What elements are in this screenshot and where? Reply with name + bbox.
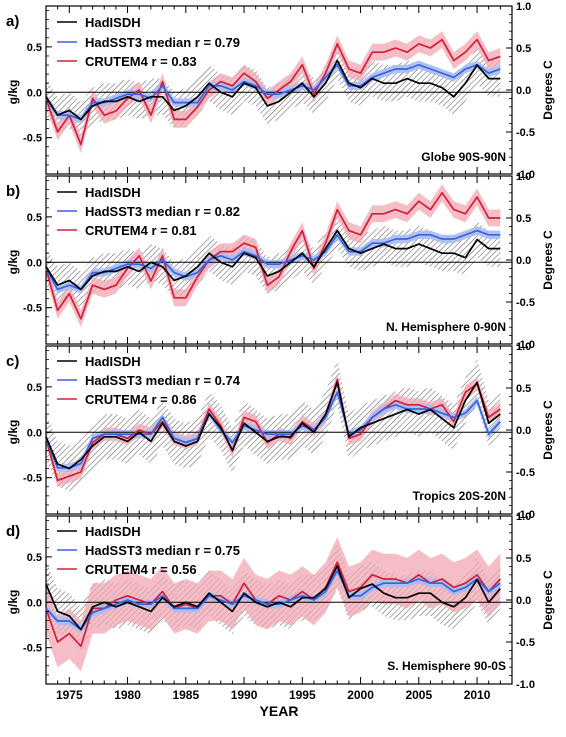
right-y-tick-label: -1.0 <box>516 339 535 351</box>
region-label: S. Hemisphere 90-0S <box>387 659 506 673</box>
right-y-tick-label: 0.5 <box>516 213 531 225</box>
series-line-hadsst3 <box>45 229 501 291</box>
right-y-tick-label: 0.5 <box>516 383 531 395</box>
right-axis-label: Degrees C <box>541 400 555 460</box>
right-y-tick-label: 0.5 <box>516 553 531 565</box>
left-y-tick-label: -0.5 <box>23 133 42 145</box>
left-y-tick-label: 0.0 <box>27 427 42 439</box>
legend: HadISDH HadSST3 median r = 0.75 CRUTEM4 … <box>57 524 240 577</box>
right-y-tick-label: 1.0 <box>516 511 531 523</box>
panel-label: d) <box>6 523 20 540</box>
x-tick-label: 2000 <box>347 688 374 702</box>
right-y-tick-label: -1.0 <box>516 169 535 181</box>
legend-label-hadisdh: HadISDH <box>85 15 141 30</box>
region-label: Globe 90S-90N <box>421 150 506 164</box>
series-line-crutem4 <box>45 561 501 648</box>
legend-label-hadsst3: HadSST3 median r = 0.75 <box>85 543 240 558</box>
x-tick-label: 2005 <box>405 688 432 702</box>
right-y-tick-label: 0.5 <box>516 43 531 55</box>
left-axis-label: g/kg <box>6 590 20 615</box>
right-y-tick-label: -0.5 <box>516 467 535 479</box>
right-y-tick-label: 0.0 <box>516 595 531 607</box>
panel-globe: -0.5 0.0 0.5 -1.0 -0.5 0.0 0.5 1.0 a) g/kg Degr… <box>6 1 555 181</box>
left-y-tick-label: 0.0 <box>27 257 42 269</box>
uncertainty-band-hadsst3 <box>46 388 501 472</box>
right-y-tick-label: -0.5 <box>516 637 535 649</box>
x-tick-label: 2010 <box>464 688 491 702</box>
series-line-hadisdh <box>45 59 501 121</box>
right-y-tick-label: -0.5 <box>516 127 535 139</box>
left-y-tick-label: 0.0 <box>27 87 42 99</box>
right-y-tick-label: 0.0 <box>516 85 531 97</box>
series-line-hadisdh <box>45 565 501 631</box>
right-y-tick-label: 0.0 <box>516 255 531 267</box>
left-y-tick-label: -0.5 <box>23 473 42 485</box>
x-tick-labels: 1975 1980 1985 1990 1995 2000 2005 2010 <box>56 688 491 702</box>
legend: HadISDH HadSST3 median r = 0.82 CRUTEM4 … <box>57 185 240 238</box>
legend-label-hadisdh: HadISDH <box>85 185 141 200</box>
legend-label-crutem4: CRUTEM4 r = 0.86 <box>85 392 197 407</box>
series-line-hadisdh <box>45 229 501 291</box>
series-line-hadsst3 <box>45 391 501 469</box>
x-tick-label: 1980 <box>114 688 141 702</box>
right-y-tick-label: -1.0 <box>516 679 535 691</box>
region-label: N. Hemisphere 0-90N <box>386 320 506 334</box>
left-y-tick-label: 0.5 <box>27 382 42 394</box>
legend-label-hadsst3: HadSST3 median r = 0.82 <box>85 204 240 219</box>
left-axis-label: g/kg <box>6 250 20 275</box>
legend-label-hadisdh: HadISDH <box>85 354 141 369</box>
right-y-tick-label: -1.0 <box>516 509 535 521</box>
legend-label-crutem4: CRUTEM4 r = 0.56 <box>85 562 197 577</box>
right-y-tick-label: -0.5 <box>516 297 535 309</box>
legend-label-crutem4: CRUTEM4 r = 0.83 <box>85 54 197 69</box>
legend-label-hadsst3: HadSST3 median r = 0.79 <box>85 35 240 50</box>
right-y-tick-label: 0.0 <box>516 425 531 437</box>
right-y-tick-label: 1.0 <box>516 1 531 13</box>
panel-tropics: -0.5 0.0 0.5 -1.0 -0.5 0.0 0.5 1.0 c) g/kg Degr… <box>6 341 555 521</box>
panel-label: b) <box>6 183 20 200</box>
panel-label: c) <box>6 353 19 370</box>
x-tick-label: 1985 <box>172 688 199 702</box>
right-axis-label: Degrees C <box>541 60 555 120</box>
panel-n-hemisphere: -0.5 0.0 0.5 -1.0 -0.5 0.0 0.5 1.0 b) g/kg Degr… <box>6 171 555 351</box>
left-y-tick-label: 0.5 <box>27 212 42 224</box>
uncertainty-band-crutem4 <box>46 184 501 328</box>
left-y-tick-label: 0.0 <box>27 597 42 609</box>
right-y-tick-label: 1.0 <box>516 171 531 183</box>
left-y-tick-label: -0.5 <box>23 643 42 655</box>
uncertainty-band-hadisdh <box>46 359 501 492</box>
left-axis-label: g/kg <box>6 420 20 445</box>
left-axis-label: g/kg <box>6 80 20 105</box>
panel-s-hemisphere: -0.5 0.0 0.5 -1.0 -0.5 0.0 0.5 1.0 d) g/kg Degr… <box>6 511 555 691</box>
legend: HadISDH HadSST3 median r = 0.79 CRUTEM4 … <box>57 15 240 69</box>
legend-label-hadsst3: HadSST3 median r = 0.74 <box>85 373 241 388</box>
region-label: Tropics 20S-20N <box>413 489 506 503</box>
series-line-hadisdh <box>45 381 501 470</box>
uncertainty-band-crutem4 <box>46 372 501 488</box>
series-line-crutem4 <box>45 191 501 320</box>
left-y-tick-label: 0.5 <box>27 42 42 54</box>
x-tick-label: 1975 <box>56 688 83 702</box>
series-line-hadsst3 <box>45 63 501 121</box>
left-y-tick-label: 0.5 <box>27 552 42 564</box>
legend: HadISDH HadSST3 median r = 0.74 CRUTEM4 … <box>57 354 241 407</box>
right-y-tick-label: 1.0 <box>516 341 531 353</box>
x-tick-label: 1990 <box>231 688 258 702</box>
legend-label-hadisdh: HadISDH <box>85 524 141 539</box>
left-y-tick-label: -0.5 <box>23 303 42 315</box>
legend-label-crutem4: CRUTEM4 r = 0.81 <box>85 223 197 238</box>
uncertainty-band-hadsst3 <box>46 226 501 294</box>
right-axis-label: Degrees C <box>541 570 555 630</box>
right-axis-label: Degrees C <box>541 230 555 290</box>
x-tick-label: 1995 <box>289 688 316 702</box>
panel-label: a) <box>6 13 19 30</box>
x-axis-label: YEAR <box>260 703 299 719</box>
